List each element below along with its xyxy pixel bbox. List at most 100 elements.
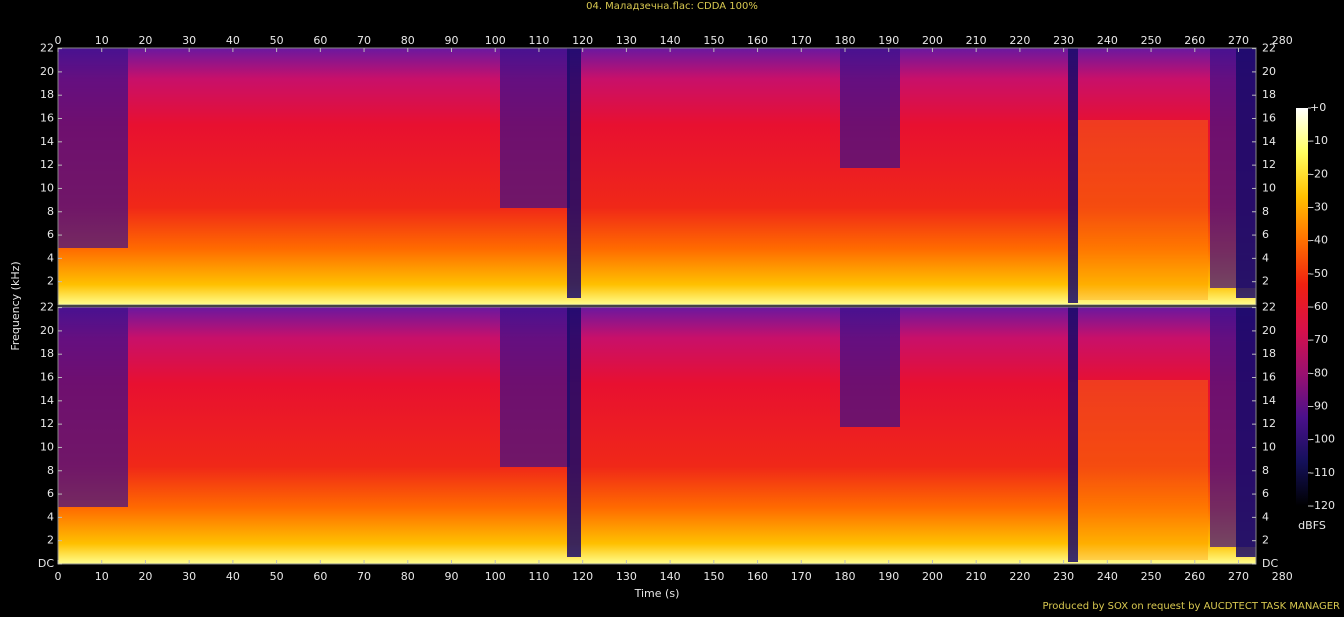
colorbar (1296, 108, 1308, 506)
chart-title: 04. Маладзечна.flac: CDDA 100% (586, 1, 758, 12)
x-tick-label: 30 (182, 34, 196, 47)
x-tick-label: 200 (922, 570, 943, 583)
x-tick-label: 110 (528, 34, 549, 47)
y-tick-label: 16 (1262, 112, 1276, 125)
y-tick-label: 10 (1262, 181, 1276, 194)
y-tick-label: 18 (40, 88, 54, 101)
x-tick-label: 260 (1184, 570, 1205, 583)
x-tick-label: 70 (357, 34, 371, 47)
y-tick-label: 18 (1262, 347, 1276, 360)
colorbar-tick-label: -40 (1310, 234, 1328, 247)
colorbar-tick-label: -60 (1310, 300, 1328, 313)
y-tick-label: 4 (1262, 510, 1269, 523)
footer: Produced by SOX on request by AUCDTECT T… (1043, 601, 1341, 612)
x-tick-label: 130 (616, 34, 637, 47)
y-tick-label: 16 (40, 112, 54, 125)
x-tick-label: 90 (445, 34, 459, 47)
y-tick-label: 20 (40, 324, 54, 337)
x-tick-label: 200 (922, 34, 943, 47)
y-tick-label: 14 (40, 394, 54, 407)
y-tick-label: 20 (40, 65, 54, 78)
y-tick-label: 12 (40, 158, 54, 171)
x-tick-label: 0 (55, 34, 62, 47)
x-axis-label: Time (s) (634, 587, 680, 600)
x-tick-label: 280 (1272, 34, 1293, 47)
x-tick-label: 50 (270, 570, 284, 583)
colorbar-tick-label: -90 (1310, 400, 1328, 413)
x-tick-label: 150 (703, 34, 724, 47)
colorbar-tick-label: -10 (1310, 134, 1328, 147)
y-tick-label: 16 (40, 371, 54, 384)
colorbar-tick-label: -110 (1310, 466, 1335, 479)
x-tick-label: 100 (485, 34, 506, 47)
y-tick-label: DC (38, 557, 54, 570)
x-tick-label: 150 (703, 570, 724, 583)
x-tick-label: 140 (660, 570, 681, 583)
x-tick-label: 220 (1009, 34, 1030, 47)
x-tick-label: 40 (226, 570, 240, 583)
x-tick-label: 30 (182, 570, 196, 583)
y-tick-label: 6 (47, 228, 54, 241)
y-tick-label: 22 (1262, 301, 1276, 314)
y-tick-label: 18 (40, 347, 54, 360)
y-tick-label: 14 (1262, 135, 1276, 148)
x-tick-label: 250 (1141, 34, 1162, 47)
y-tick-label: 6 (47, 487, 54, 500)
x-tick-label: 10 (95, 570, 109, 583)
y-tick-label: 8 (47, 205, 54, 218)
x-tick-label: 230 (1053, 570, 1074, 583)
x-tick-label: 230 (1053, 34, 1074, 47)
x-tick-label: 160 (747, 34, 768, 47)
y-tick-label: 2 (1262, 534, 1269, 547)
y-tick-label: 22 (40, 301, 54, 314)
y-tick-label: 20 (1262, 324, 1276, 337)
x-tick-label: 160 (747, 570, 768, 583)
x-tick-label: 180 (835, 34, 856, 47)
x-tick-label: 10 (95, 34, 109, 47)
y-tick-label: 4 (47, 510, 54, 523)
y-tick-label: 22 (40, 42, 54, 55)
y-tick-label: 8 (1262, 205, 1269, 218)
x-tick-label: 20 (138, 570, 152, 583)
x-tick-label: 240 (1097, 570, 1118, 583)
y-tick-label: 2 (1262, 275, 1269, 288)
x-tick-label: 130 (616, 570, 637, 583)
y-tick-label: 8 (47, 464, 54, 477)
x-tick-label: 40 (226, 34, 240, 47)
y-tick-label: 10 (40, 181, 54, 194)
colorbar-tick-label: +0 (1310, 101, 1326, 114)
y-tick-label: 14 (1262, 394, 1276, 407)
x-tick-label: 50 (270, 34, 284, 47)
y-tick-label: 2 (47, 275, 54, 288)
x-tick-label: 270 (1228, 570, 1249, 583)
x-tick-label: 80 (401, 570, 415, 583)
x-tick-label: 180 (835, 570, 856, 583)
x-tick-label: 190 (878, 34, 899, 47)
x-tick-label: 70 (357, 570, 371, 583)
x-tick-label: 110 (528, 570, 549, 583)
colorbar-tick-label: -50 (1310, 267, 1328, 280)
y-tick-label: 4 (47, 251, 54, 264)
x-tick-label: 140 (660, 34, 681, 47)
y-tick-label: 16 (1262, 371, 1276, 384)
colorbar-tick-label: -80 (1310, 366, 1328, 379)
spectrogram (57, 47, 1257, 565)
x-tick-label: 270 (1228, 34, 1249, 47)
colorbar-tick-label: -100 (1310, 433, 1335, 446)
colorbar-tick-label: -70 (1310, 333, 1328, 346)
x-tick-label: 240 (1097, 34, 1118, 47)
x-tick-label: 0 (55, 570, 62, 583)
x-tick-label: 20 (138, 34, 152, 47)
x-tick-label: 210 (966, 34, 987, 47)
y-tick-label: 4 (1262, 251, 1269, 264)
y-tick-label: 6 (1262, 228, 1269, 241)
y-tick-label: 10 (1262, 440, 1276, 453)
y-tick-label: 12 (1262, 158, 1276, 171)
x-tick-label: 120 (572, 34, 593, 47)
x-tick-label: 220 (1009, 570, 1030, 583)
x-tick-label: 80 (401, 34, 415, 47)
x-tick-label: 120 (572, 570, 593, 583)
x-tick-label: 260 (1184, 34, 1205, 47)
y-tick-label: 8 (1262, 464, 1269, 477)
